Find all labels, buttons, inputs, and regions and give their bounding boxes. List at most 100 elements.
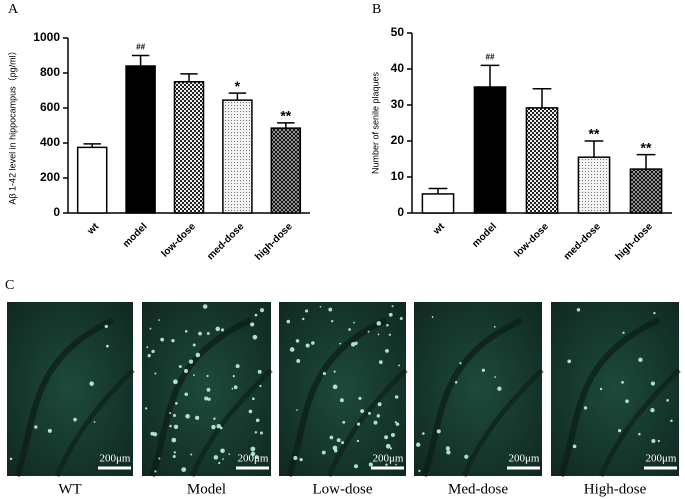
plaque-dot xyxy=(259,384,262,388)
plaque-dot xyxy=(195,415,200,420)
plaque-dot xyxy=(211,424,216,430)
plaque-dot xyxy=(353,464,359,469)
x-tick-label: wt xyxy=(85,221,102,238)
tissue-fold xyxy=(598,368,681,477)
plaque-dot xyxy=(260,308,265,313)
panel-label: C xyxy=(5,278,14,293)
plaque-dot xyxy=(198,331,202,336)
plaque-dot xyxy=(321,450,326,455)
bar xyxy=(577,156,611,214)
plaque-dot xyxy=(93,420,96,423)
plaque-dot xyxy=(329,435,334,440)
plaque-dot xyxy=(220,448,225,454)
plaque-dot xyxy=(190,453,193,456)
plaque-dot xyxy=(255,418,260,423)
plaque-dot xyxy=(336,438,341,443)
significance-label: ** xyxy=(589,126,600,142)
y-tick-label: 0 xyxy=(397,205,404,219)
plaque-dot xyxy=(154,372,157,375)
plaque-dot xyxy=(368,462,373,467)
plaque-dot xyxy=(394,395,399,399)
error-bar xyxy=(428,187,448,194)
plaque-dot xyxy=(384,435,389,440)
bar xyxy=(173,81,205,214)
error-bar xyxy=(277,122,295,129)
plaque-dot xyxy=(257,369,262,374)
plaque-dot xyxy=(339,398,344,403)
plaque-dot xyxy=(356,422,361,426)
x-tick-label: model xyxy=(470,221,499,250)
plaque-dot xyxy=(207,397,211,401)
error-bar xyxy=(228,92,247,101)
tissue-fold xyxy=(421,317,524,478)
plaque-dot xyxy=(216,423,221,429)
plaque-dot xyxy=(250,446,256,452)
plaque-dot xyxy=(339,342,342,345)
y-tick-label: 1000 xyxy=(33,30,60,44)
bar xyxy=(222,99,253,214)
plaque-dot xyxy=(175,402,178,405)
plaque-dot xyxy=(296,409,298,411)
plaque-dot xyxy=(389,447,393,450)
tissue-fold xyxy=(286,317,388,478)
plaque-dot xyxy=(625,399,629,404)
y-tick-label: 800 xyxy=(40,65,60,79)
plaque-dot xyxy=(311,341,315,345)
plaque-dot xyxy=(218,461,221,465)
significance-label: * xyxy=(235,78,241,94)
error-bar xyxy=(636,153,656,170)
micrograph: 200μm xyxy=(279,302,408,478)
error-bar xyxy=(480,64,500,87)
plaque-dot xyxy=(222,458,224,460)
plaque-dot xyxy=(331,319,334,323)
plaque-dot xyxy=(149,327,152,330)
plaque-dot xyxy=(367,411,371,415)
plaque-dot xyxy=(173,451,176,454)
y-tick-label: 10 xyxy=(391,169,405,183)
plaque-dot xyxy=(341,441,345,445)
plaque-dot xyxy=(251,397,255,401)
micrograph-caption: High-dose xyxy=(584,481,647,497)
plaque-dot xyxy=(493,325,496,328)
plaque-dot xyxy=(171,338,175,343)
tissue-fold xyxy=(326,368,408,477)
plaque-dot xyxy=(394,463,397,466)
plaque-dot xyxy=(356,439,360,443)
plaque-dot xyxy=(322,371,327,376)
plaque-dot xyxy=(173,414,177,417)
bar xyxy=(473,86,507,214)
plaque-dot xyxy=(183,368,189,374)
x-tick-label: low-dose xyxy=(513,221,552,260)
error-bar xyxy=(180,73,198,82)
plaque-dot xyxy=(617,429,622,433)
plaque-dot xyxy=(250,322,255,327)
y-tick-label: 600 xyxy=(40,100,60,114)
plaque-dot xyxy=(388,333,391,336)
plaque-dot xyxy=(293,455,298,461)
plaque-dot xyxy=(332,384,338,390)
micrograph: 200μm xyxy=(551,302,681,478)
plaque-dot xyxy=(378,360,383,364)
y-tick-label: 0 xyxy=(53,205,60,219)
plaque-dot xyxy=(47,428,52,433)
plaque-dot xyxy=(235,364,240,369)
plaque-dot xyxy=(360,409,365,414)
plaque-dot xyxy=(160,337,165,342)
bar xyxy=(421,193,455,214)
plaque-dot xyxy=(650,407,655,413)
plaque-dot xyxy=(599,387,603,391)
micrograph: 200μm xyxy=(142,302,273,478)
plaque-dot xyxy=(295,339,300,343)
bar xyxy=(525,107,559,214)
plaque-dot xyxy=(386,323,389,327)
plaque-dot xyxy=(431,316,434,318)
micrograph: 200μm xyxy=(414,302,544,478)
plaque-dot xyxy=(172,454,176,459)
plaque-dot xyxy=(416,442,421,447)
plaque-dot xyxy=(158,319,160,321)
plaque-dot xyxy=(394,421,397,424)
y-tick-label: 40 xyxy=(391,61,405,75)
y-tick-label: 400 xyxy=(40,135,60,149)
plaque-dot xyxy=(73,417,77,422)
plaque-dot xyxy=(299,458,303,462)
